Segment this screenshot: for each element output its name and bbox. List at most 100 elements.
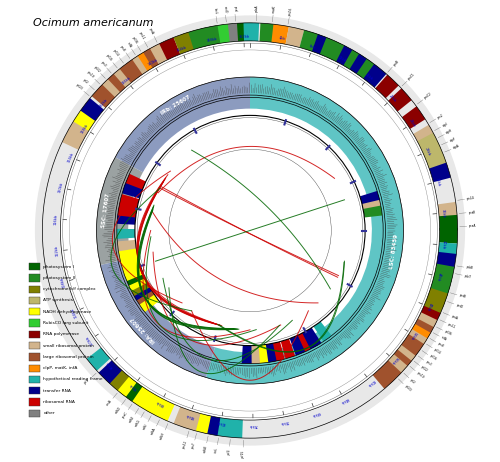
Wedge shape: [114, 373, 136, 397]
Bar: [29, 274, 40, 281]
Wedge shape: [418, 306, 440, 327]
Wedge shape: [414, 312, 438, 334]
Bar: [29, 286, 40, 293]
Text: petD: petD: [456, 303, 464, 309]
Text: rps12: rps12: [182, 439, 188, 449]
Text: photosystem II: photosystem II: [44, 276, 76, 280]
Text: rpoB: rpoB: [392, 59, 400, 67]
Text: 76kb: 76kb: [248, 423, 258, 426]
Text: 116kb: 116kb: [54, 213, 58, 225]
Wedge shape: [410, 319, 434, 340]
Text: matK: matK: [272, 5, 276, 13]
Wedge shape: [436, 252, 456, 269]
Text: ndhA: ndhA: [150, 427, 158, 436]
Wedge shape: [384, 354, 407, 377]
Wedge shape: [361, 195, 380, 208]
Text: IRb: 25607: IRb: 25607: [160, 95, 192, 116]
Wedge shape: [117, 214, 136, 225]
Text: large ribosomal protein: large ribosomal protein: [44, 355, 94, 359]
Wedge shape: [119, 252, 139, 265]
Text: rps11: rps11: [447, 322, 456, 329]
Text: ccsA: ccsA: [106, 399, 113, 407]
Wedge shape: [237, 23, 252, 41]
Wedge shape: [154, 398, 174, 421]
Wedge shape: [362, 200, 382, 213]
Wedge shape: [314, 322, 332, 341]
Wedge shape: [418, 133, 440, 154]
Text: RubisCO larg subunit: RubisCO larg subunit: [44, 321, 89, 325]
Text: infA: infA: [126, 41, 132, 48]
Text: ndhH: ndhH: [160, 431, 166, 440]
Text: RNA polymerase: RNA polymerase: [44, 332, 80, 336]
Text: clpP, matK, infA: clpP, matK, infA: [44, 366, 78, 370]
Wedge shape: [117, 229, 135, 239]
Wedge shape: [426, 288, 448, 308]
Text: 64kb: 64kb: [340, 396, 349, 404]
Wedge shape: [392, 345, 415, 368]
Wedge shape: [272, 24, 289, 44]
Text: rpl2: rpl2: [82, 78, 89, 85]
Wedge shape: [97, 79, 120, 103]
Text: 152kb: 152kb: [238, 34, 250, 39]
Wedge shape: [356, 59, 380, 82]
Wedge shape: [402, 106, 425, 129]
Wedge shape: [108, 69, 131, 92]
Wedge shape: [146, 394, 167, 417]
Text: infA: infA: [440, 335, 448, 342]
Wedge shape: [118, 246, 138, 259]
Wedge shape: [138, 48, 160, 71]
Text: 12kb: 12kb: [337, 56, 347, 63]
Wedge shape: [143, 45, 165, 68]
Wedge shape: [122, 184, 142, 198]
Text: 48kb: 48kb: [425, 302, 432, 311]
Wedge shape: [114, 64, 136, 87]
Wedge shape: [62, 128, 85, 150]
Text: 132kb: 132kb: [98, 97, 109, 109]
Text: 44kb: 44kb: [436, 272, 442, 281]
Text: rps11: rps11: [138, 31, 145, 40]
Bar: [29, 398, 40, 406]
Wedge shape: [92, 85, 115, 108]
Wedge shape: [118, 201, 138, 214]
Wedge shape: [132, 51, 154, 74]
Text: ycf15: ycf15: [241, 449, 245, 458]
Wedge shape: [396, 340, 419, 363]
Wedge shape: [434, 264, 454, 282]
Text: atpI: atpI: [442, 122, 448, 128]
Wedge shape: [430, 276, 452, 296]
Bar: [29, 319, 40, 327]
Wedge shape: [127, 275, 148, 291]
Text: ndhI: ndhI: [142, 423, 148, 430]
Text: rpl36: rpl36: [444, 329, 452, 336]
Text: ribosomal RNA: ribosomal RNA: [44, 400, 75, 404]
Wedge shape: [272, 341, 284, 361]
Wedge shape: [131, 386, 154, 409]
Wedge shape: [250, 345, 260, 364]
Wedge shape: [428, 282, 450, 302]
Text: rps3: rps3: [424, 360, 432, 367]
Text: rpl22: rpl22: [420, 365, 428, 373]
Wedge shape: [388, 350, 411, 373]
Bar: [29, 308, 40, 316]
Text: atpF: atpF: [449, 137, 456, 143]
Text: psaA: psaA: [469, 224, 476, 228]
Text: trnL: trnL: [214, 447, 219, 453]
Text: NADH dehydrogenase: NADH dehydrogenase: [44, 310, 92, 314]
Text: 72kb: 72kb: [280, 419, 289, 424]
Wedge shape: [102, 74, 126, 97]
Text: psaI: psaI: [232, 6, 237, 12]
Wedge shape: [326, 41, 347, 63]
Text: ndhB: ndhB: [203, 444, 208, 453]
Circle shape: [60, 41, 440, 420]
Text: ndhE: ndhE: [128, 415, 136, 424]
Wedge shape: [139, 294, 159, 312]
Bar: [29, 365, 40, 372]
Wedge shape: [312, 34, 332, 56]
Wedge shape: [134, 287, 154, 304]
Wedge shape: [126, 383, 148, 406]
Wedge shape: [86, 347, 110, 371]
Bar: [29, 353, 40, 360]
Text: ycf1: ycf1: [84, 378, 91, 385]
Wedge shape: [98, 360, 122, 383]
Text: 32kb: 32kb: [435, 177, 441, 186]
